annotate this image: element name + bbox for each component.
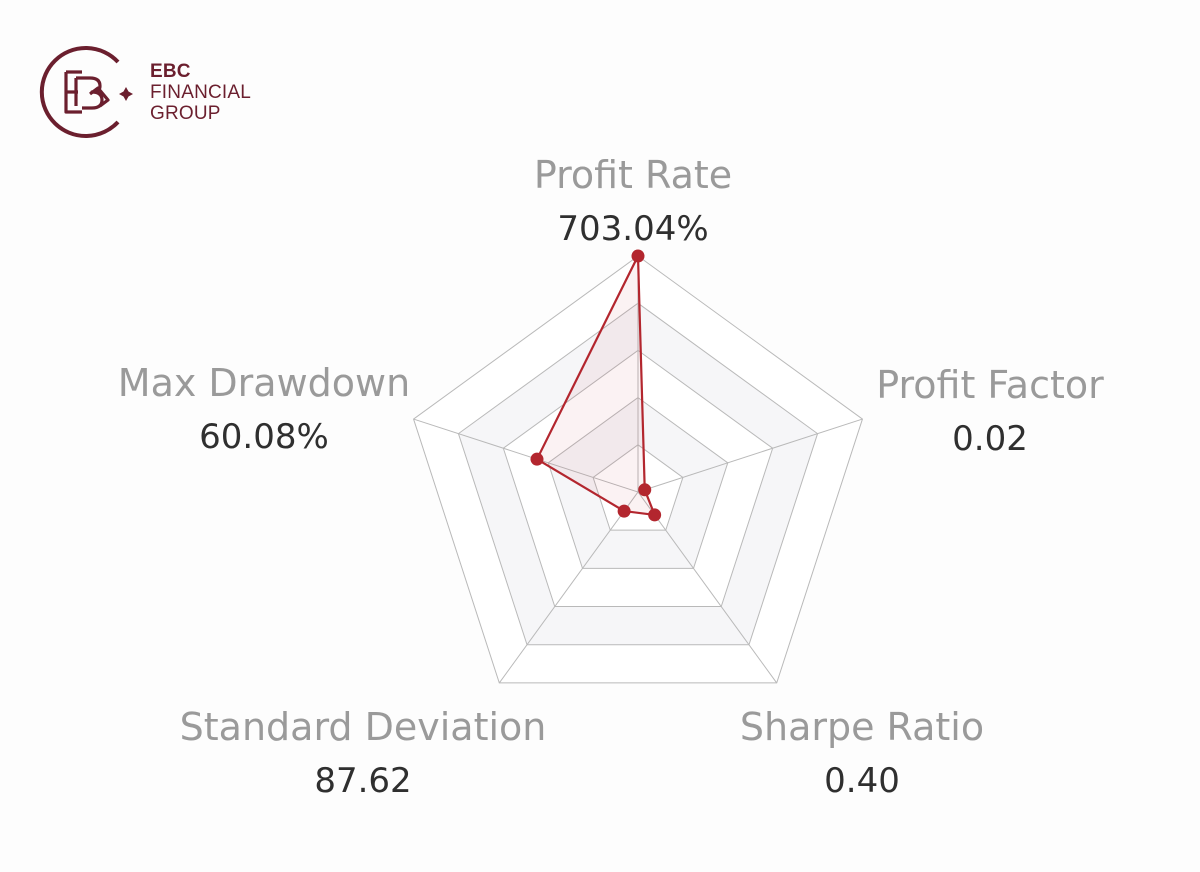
- axis-value-profit-factor: 0.02: [952, 419, 1028, 459]
- radar-series: [530, 249, 662, 522]
- axis-value-standard-deviation: 87.62: [314, 761, 411, 801]
- brand-line-1: EBC: [150, 60, 191, 82]
- axis-value-sharpe-ratio: 0.40: [824, 761, 900, 801]
- radar-labels: Profit Rate 703.04% Profit Factor 0.02 Sharp…: [118, 153, 1104, 801]
- axis-label-standard-deviation: Standard Deviation: [180, 705, 547, 749]
- data-point-4: [530, 452, 544, 466]
- axis-value-profit-rate: 703.04%: [557, 209, 708, 249]
- grid-spoke-4: [413, 418, 639, 493]
- ebc-monogram-icon: [39, 46, 133, 138]
- grid-spoke-2: [637, 491, 778, 684]
- data-point-1: [638, 483, 652, 497]
- grid-spoke-1: [637, 418, 863, 493]
- axis-label-profit-factor: Profit Factor: [876, 363, 1104, 407]
- brand-logo: EBC FINANCIAL GROUP: [38, 44, 251, 140]
- data-point-2: [648, 508, 662, 522]
- data-point-0: [631, 249, 645, 263]
- brand-line-3: GROUP: [150, 102, 221, 124]
- series-area: [535, 254, 656, 517]
- grid-spoke-3: [498, 491, 639, 684]
- brand-line-2: FINANCIAL: [150, 81, 252, 103]
- axis-value-max-drawdown: 60.08%: [199, 417, 329, 457]
- axis-label-max-drawdown: Max Drawdown: [118, 361, 410, 405]
- data-point-3: [617, 504, 631, 518]
- axis-label-profit-rate: Profit Rate: [534, 153, 732, 197]
- radar-grid: [412, 255, 864, 684]
- axis-label-sharpe-ratio: Sharpe Ratio: [740, 705, 984, 749]
